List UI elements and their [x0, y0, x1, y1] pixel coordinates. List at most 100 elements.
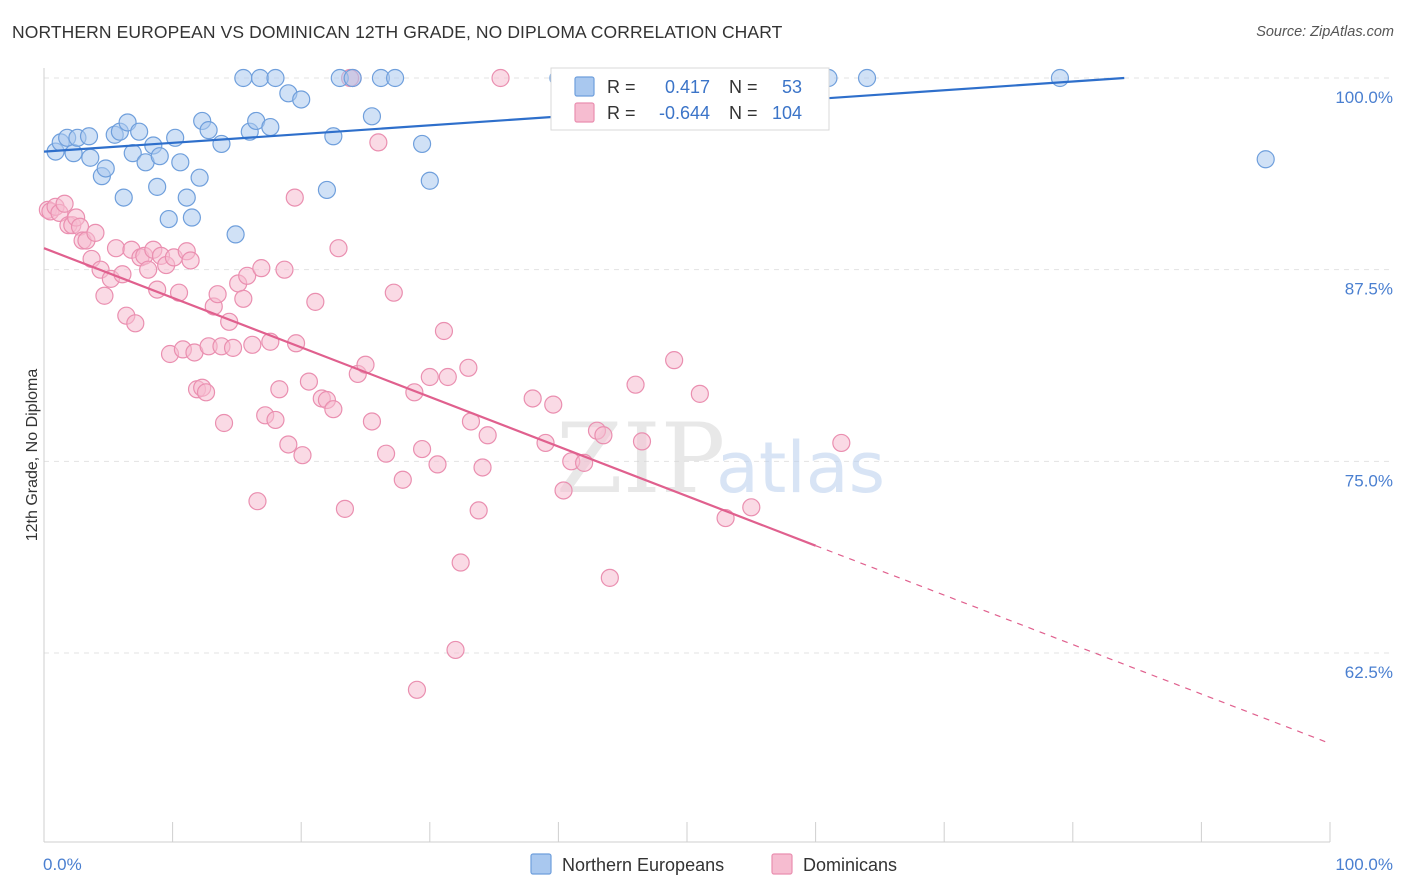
dominicans-point [293, 446, 312, 465]
northern-europeans-point [857, 68, 877, 88]
dominicans-point [306, 292, 325, 311]
dominicans-point [324, 400, 343, 419]
dominicans-point [266, 410, 285, 430]
x-tick-right: 100.0% [1335, 855, 1393, 874]
dominicans-point [238, 266, 257, 285]
dominicans-point [665, 351, 684, 370]
stats-blue-swatch [574, 76, 595, 97]
dominicans-point [420, 367, 439, 387]
stats-pink-r-value: -0.644 [659, 103, 710, 123]
watermark-atlas: atlas [716, 427, 885, 509]
legend-label-northern-europeans: Northern Europeans [562, 855, 724, 875]
dominicans-point [214, 413, 234, 433]
dominicans-trend-line [43, 247, 816, 547]
y-tick-label: 100.0% [1335, 88, 1393, 107]
stats-pink-swatch [574, 102, 595, 123]
dominicans-point [248, 492, 267, 511]
legend-swatch-northern-europeans [530, 853, 552, 875]
dominicans-point [428, 455, 447, 474]
dominicans-point [742, 498, 761, 517]
dominicans-point [106, 239, 126, 258]
dominicans-trend-extension [815, 545, 1331, 745]
dominicans-point [523, 389, 542, 408]
northern-europeans-point [234, 68, 253, 88]
dominicans-point [626, 375, 645, 394]
dominicans-point [554, 481, 573, 500]
northern-europeans-point [1256, 150, 1275, 169]
dominicans-point [55, 194, 74, 213]
dominicans-point [196, 383, 216, 402]
dominicans-point [243, 335, 262, 354]
dominicans-point [279, 435, 298, 454]
northern-europeans-point [261, 117, 280, 137]
dominicans-point [252, 259, 271, 278]
northern-europeans-point [130, 122, 149, 141]
dominicans-point [181, 251, 200, 270]
northern-europeans-point [420, 171, 439, 190]
northern-europeans-point [343, 68, 362, 88]
stats-blue-n-label: N = [729, 77, 758, 97]
northern-europeans-point [212, 134, 231, 154]
dominicans-point [451, 553, 470, 572]
dominicans-point [285, 188, 304, 207]
dominicans-point [384, 283, 403, 302]
chart-title: NORTHERN EUROPEAN VS DOMINICAN 12TH GRAD… [12, 22, 783, 42]
source-label: Source: ZipAtlas.com [1256, 24, 1394, 40]
dominicans-point [335, 499, 355, 518]
y-axis-title: 12th Grade, No Diploma [24, 369, 41, 542]
northern-europeans-point [114, 188, 133, 207]
dominicans-point [270, 380, 289, 399]
dominicans-point [690, 384, 709, 403]
northern-europeans-point [190, 168, 209, 187]
northern-europeans-point [250, 68, 270, 88]
axes [43, 68, 1331, 843]
dominicans-point [491, 68, 510, 88]
northern-europeans-point [324, 127, 343, 146]
stats-blue-r-value: 0.417 [665, 77, 710, 97]
dominicans-point [407, 680, 427, 699]
stats-blue-n-value: 53 [782, 77, 802, 97]
watermark: ZIP atlas [556, 403, 885, 515]
dominicans-point [412, 439, 432, 459]
dominicans-point [299, 372, 319, 391]
northern-europeans-point [292, 90, 311, 109]
stats-pink-n-label: N = [729, 103, 758, 123]
legend-swatch-dominicans [771, 853, 793, 875]
dominicans-point [405, 383, 424, 402]
dominicans-point [95, 286, 114, 305]
stats-blue-r-label: R = [607, 77, 636, 97]
northern-europeans-point [148, 177, 167, 196]
dominicans-point [478, 426, 497, 445]
dominicans-point [393, 470, 412, 489]
y-tick-label: 87.5% [1345, 280, 1393, 299]
northern-europeans-point [1050, 68, 1070, 88]
dominicans-point [434, 321, 454, 341]
dominicans-point [139, 260, 158, 279]
dominicans-point [369, 133, 388, 152]
dominicans-point [275, 260, 294, 279]
dominicans-point [234, 289, 253, 308]
northern-europeans-point [159, 209, 178, 229]
dominicans-point [376, 444, 396, 463]
y-tick-label: 75.0% [1345, 471, 1393, 490]
stats-box: R = 0.417 N = 53 R = -0.644 N = 104 [550, 67, 830, 131]
dominicans-point [536, 433, 555, 453]
stats-box-frame [550, 67, 830, 131]
legend: Northern Europeans Dominicans [530, 853, 897, 875]
dominicans-point [600, 568, 619, 587]
dominicans-point [362, 412, 382, 431]
northern-europeans-point [385, 68, 405, 88]
grid-lines: 100.0% 87.5% 75.0% 62.5% [44, 77, 1393, 682]
northern-europeans-point [362, 107, 382, 126]
stats-pink-r-label: R = [607, 103, 636, 123]
dominicans-point [594, 426, 613, 445]
northern-europeans-point [64, 144, 83, 163]
northern-europeans-point [266, 68, 285, 88]
dominicans-point [469, 501, 488, 520]
northern-europeans-point [412, 134, 432, 154]
dominicans-point [632, 432, 652, 451]
dominicans-point [544, 395, 563, 414]
northern-europeans-point [81, 148, 100, 167]
dominicans-point [208, 285, 227, 304]
